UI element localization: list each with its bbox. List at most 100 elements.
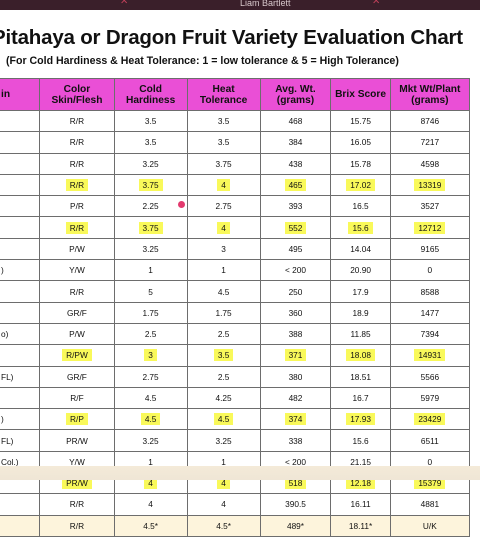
market-weight-cell-value: 7217 [420, 137, 440, 148]
heat-cell: 3.75 [186, 152, 261, 175]
color-cell-value: R/P [66, 413, 88, 426]
color-cell: GR/F [39, 365, 115, 388]
brix-cell: 18.08 [330, 344, 391, 367]
cold-cell-value: 3.75 [138, 221, 163, 234]
color-cell: P/R [39, 195, 115, 218]
color-cell: R/PW [39, 344, 115, 367]
cold-cell: 3 [113, 344, 188, 367]
header-heat: Heat Tolerance [186, 78, 261, 111]
brix-cell: 16.05 [330, 131, 391, 154]
table-row: GR/F 1.75 1.75 360 18.9 1477 [0, 301, 471, 324]
weight-cell: 438 [259, 152, 332, 175]
weight-cell-value: 380 [288, 371, 303, 382]
variety-cell [0, 344, 41, 367]
header-market-weight: Mkt Wt/Plant (grams) [389, 78, 471, 111]
color-cell: R/R [39, 280, 115, 303]
brix-cell-value: 14.04 [350, 243, 371, 254]
weight-cell-value: 360 [288, 307, 303, 318]
weight-cell-value: 250 [288, 286, 303, 297]
cold-cell: 1.75 [113, 301, 188, 324]
brix-cell: 18.11* [330, 514, 391, 537]
market-weight-cell-value: 0 [427, 456, 433, 467]
cold-cell: 3.25 [113, 237, 188, 261]
weight-cell: 465 [259, 173, 332, 197]
page-title: Pitahaya or Dragon Fruit Variety Evaluat… [0, 26, 463, 49]
cold-cell: 1 [113, 259, 188, 282]
variety-cell-value: o) [1, 329, 9, 340]
weight-cell-value: 384 [288, 137, 303, 148]
laser-pointer-dot [178, 201, 185, 208]
color-cell: R/R [39, 152, 115, 175]
variety-cell: o) [0, 322, 41, 346]
cold-cell: 2.5 [113, 322, 188, 346]
color-cell: P/W [39, 237, 115, 261]
weight-cell: 388 [259, 322, 332, 346]
color-cell-value: R/PW [62, 349, 92, 362]
market-weight-cell-value: 9165 [420, 243, 440, 254]
color-cell-value: R/R [69, 116, 85, 127]
brix-cell: 14.04 [330, 237, 391, 261]
market-weight-cell-value: 4881 [420, 499, 440, 510]
table-row: P/R 2.25 2.75 393 16.5 3527 [0, 195, 471, 218]
color-cell: R/R [39, 514, 115, 537]
header-weight: Avg. Wt. (grams) [259, 78, 332, 111]
market-weight-cell-value: 5979 [420, 393, 440, 403]
cold-cell: 3.25 [113, 152, 188, 175]
market-weight-cell: 3527 [389, 195, 471, 218]
color-cell-value: P/R [70, 201, 84, 212]
market-weight-cell: 7394 [389, 322, 471, 346]
cold-cell-value: 3.75 [138, 179, 163, 192]
heat-cell: 2.5 [186, 365, 261, 388]
color-cell-value: R/R [69, 520, 85, 531]
variety-cell [0, 301, 41, 324]
market-weight-cell: 23429 [389, 408, 471, 431]
heat-cell: 3.5 [186, 131, 261, 154]
market-weight-cell: 8746 [389, 109, 471, 133]
table-row: R/R 5 4.5 250 17.9 8588 [0, 280, 471, 303]
color-cell: GR/F [39, 301, 115, 324]
market-weight-cell: 7217 [389, 131, 471, 154]
color-cell: R/R [39, 109, 115, 133]
heat-cell: 4.25 [186, 386, 261, 410]
weight-cell-value: 465 [284, 179, 307, 192]
slide-footer-band [0, 466, 480, 480]
brix-cell-value: 17.02 [346, 179, 375, 192]
cold-cell-value: 2.25 [142, 201, 159, 212]
color-cell-value: Y/W [69, 265, 85, 276]
market-weight-cell: 5979 [389, 386, 471, 410]
heat-cell-value: 4.5* [216, 520, 231, 531]
variety-cell-value: FL) [1, 435, 14, 446]
brix-cell-value: 17.93 [346, 413, 375, 426]
variety-cell: ) [0, 259, 41, 282]
table-row: R/R 3.75 4 552 15.6 12712 [0, 216, 471, 239]
table-header-row: in Color Skin/Flesh Cold Hardiness Heat … [0, 78, 471, 111]
heat-cell: 3.25 [186, 429, 261, 452]
color-cell: PR/W [39, 429, 115, 452]
brix-cell-value: 17.9 [352, 286, 369, 297]
cold-cell-value: 2.75 [142, 371, 159, 382]
table-row: FL) GR/F 2.75 2.5 380 18.51 5566 [0, 365, 471, 388]
cold-cell: 3.75 [113, 216, 188, 239]
header-variety: in [0, 78, 41, 111]
heat-cell: 2.5 [186, 322, 261, 346]
table-row: R/R 4 4 390.5 16.11 4881 [0, 493, 471, 516]
heat-cell: 4 [186, 173, 261, 197]
cold-cell: 3.5 [113, 109, 188, 133]
heat-cell-value: 4 [217, 221, 230, 234]
cold-cell: 4 [113, 493, 188, 516]
header-cold: Cold Hardiness [113, 78, 188, 111]
cold-cell: 4.5 [113, 386, 188, 410]
market-weight-cell-value: 8588 [420, 286, 440, 297]
market-weight-cell: 5566 [389, 365, 471, 388]
weight-cell: 393 [259, 195, 332, 218]
color-cell-value: R/R [69, 137, 85, 148]
weight-cell-value: 374 [284, 413, 307, 426]
table-row: ) R/P 4.5 4.5 374 17.93 23429 [0, 408, 471, 431]
heat-cell-value: 3.75 [215, 158, 232, 169]
brix-cell: 15.6 [330, 429, 391, 452]
color-cell-value: R/R [69, 158, 85, 169]
heat-cell: 4 [186, 216, 261, 239]
brix-cell: 15.78 [330, 152, 391, 175]
variety-cell-value: Col.) [1, 456, 19, 467]
heat-cell: 3 [186, 237, 261, 261]
